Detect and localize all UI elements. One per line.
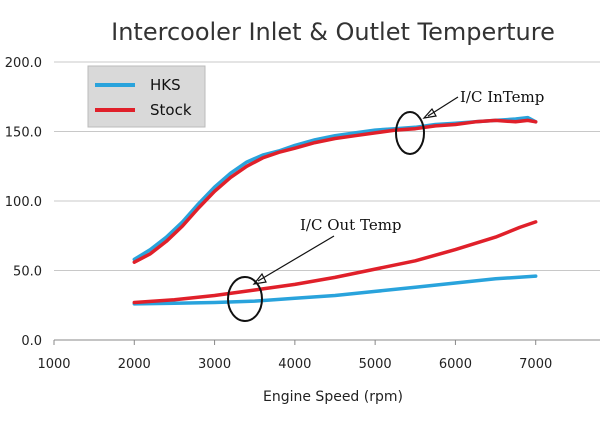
annotation-outlet-label: I/C Out Temp — [300, 216, 402, 234]
y-tick-label: 100.0 — [5, 195, 42, 210]
x-axis-label: Engine Speed (rpm) — [263, 389, 403, 405]
series-line-stock-inlet — [132, 118, 538, 264]
x-tick-label: 7000 — [519, 357, 552, 372]
series-line-hks-outlet — [132, 274, 538, 306]
annotation-inlet: I/C InTemp — [395, 88, 544, 155]
x-tick-label: 1000 — [37, 357, 70, 372]
y-tick-label: 50.0 — [13, 265, 42, 280]
x-tick-label: 6000 — [439, 357, 472, 372]
annotation-outlet-arrowhead — [252, 272, 267, 285]
annotation-outlet-circle — [227, 276, 263, 322]
x-tick-label: 5000 — [359, 357, 392, 372]
series-lines — [132, 115, 538, 306]
annotation-inlet-arrowhead — [422, 107, 437, 119]
y-axis-ticks: 0.0 50.0 100.0 150.0 200.0 — [5, 56, 42, 349]
x-tick-label: 2000 — [118, 357, 151, 372]
y-tick-label: 0.0 — [21, 334, 42, 349]
x-tick-label: 4000 — [278, 357, 311, 372]
series-line-stock-outlet — [132, 220, 538, 305]
legend-label-hks: HKS — [150, 76, 181, 94]
x-tick-label: 3000 — [198, 357, 231, 372]
gridlines — [54, 61, 600, 271]
annotation-inlet-arrow — [427, 96, 459, 117]
annotation-outlet: I/C Out Temp — [227, 216, 402, 322]
chart-title: Intercooler Inlet & Outlet Temperture — [111, 18, 555, 46]
legend: HKS Stock — [87, 65, 206, 128]
legend-label-stock: Stock — [150, 101, 192, 119]
legend-box — [87, 65, 206, 128]
annotation-inlet-label: I/C InTemp — [460, 88, 544, 106]
annotation-inlet-circle — [395, 111, 425, 155]
y-tick-label: 200.0 — [5, 56, 42, 71]
annotation-outlet-arrow — [257, 235, 335, 282]
x-axis-ticks: 10002000300040005000600070008000 — [37, 340, 600, 372]
y-tick-label: 150.0 — [5, 126, 42, 141]
